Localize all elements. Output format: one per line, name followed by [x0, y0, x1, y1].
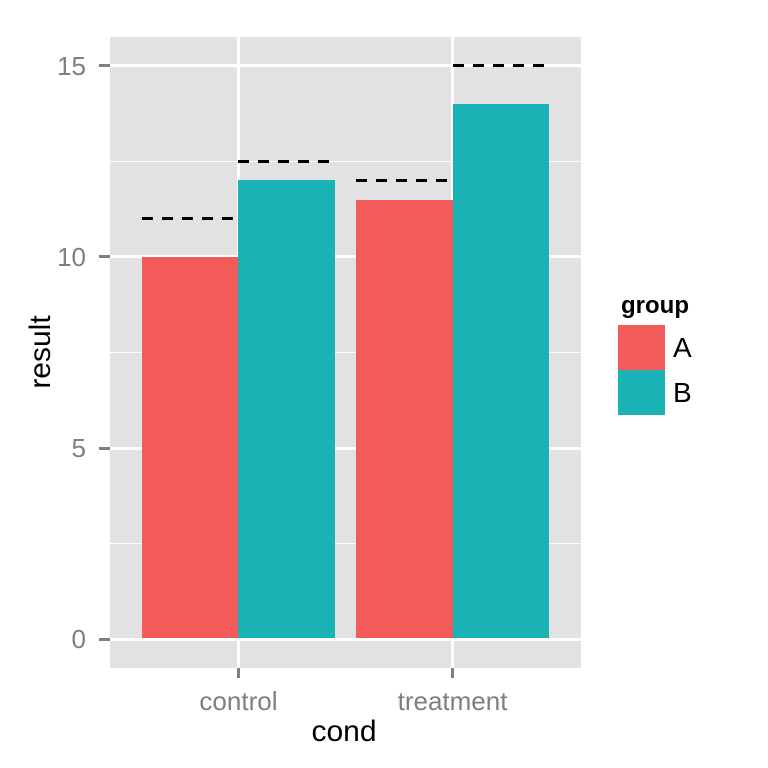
- y-tick-mark: [99, 64, 110, 68]
- major-gridline: [110, 255, 581, 259]
- dashed-target-line-control-A: [142, 217, 239, 221]
- bar-treatment-B: [452, 103, 549, 638]
- major-gridline: [110, 446, 581, 450]
- bar-control-B: [238, 180, 335, 638]
- minor-gridline: [110, 160, 581, 163]
- y-tick-mark: [99, 255, 110, 259]
- legend-item-a: A: [618, 325, 692, 370]
- legend-item-b: B: [618, 370, 692, 415]
- dashed-target-line-control-B: [238, 159, 335, 163]
- y-tick-mark: [99, 637, 110, 641]
- x-tick-mark: [236, 668, 240, 678]
- plot-panel: [110, 37, 581, 668]
- y-tick-label: 0: [71, 624, 86, 655]
- legend-swatch-a: [618, 325, 665, 370]
- dashed-target-line-treatment-A: [356, 178, 453, 182]
- y-tick-label: 15: [57, 50, 86, 81]
- minor-gridline: [110, 542, 581, 545]
- minor-gridline: [110, 351, 581, 354]
- y-tick-label: 10: [57, 241, 86, 272]
- major-gridline: [110, 637, 581, 641]
- x-tick-label: treatment: [397, 686, 508, 716]
- legend: group A B: [618, 293, 692, 415]
- bar-treatment-A: [356, 199, 453, 638]
- bar-control-A: [142, 256, 239, 638]
- dashed-target-line-treatment-B: [452, 64, 549, 68]
- y-tick-mark: [99, 446, 110, 450]
- x-tick-mark: [451, 668, 455, 678]
- y-tick-label: 5: [71, 433, 86, 464]
- x-tick-label: control: [199, 686, 278, 716]
- legend-label-a: A: [673, 331, 692, 363]
- legend-title: group: [621, 292, 689, 319]
- legend-label-b: B: [673, 376, 692, 408]
- legend-swatch-b: [618, 370, 665, 415]
- x-axis-title: cond: [311, 715, 377, 748]
- y-axis-title: result: [24, 315, 57, 389]
- major-gridline: [110, 64, 581, 68]
